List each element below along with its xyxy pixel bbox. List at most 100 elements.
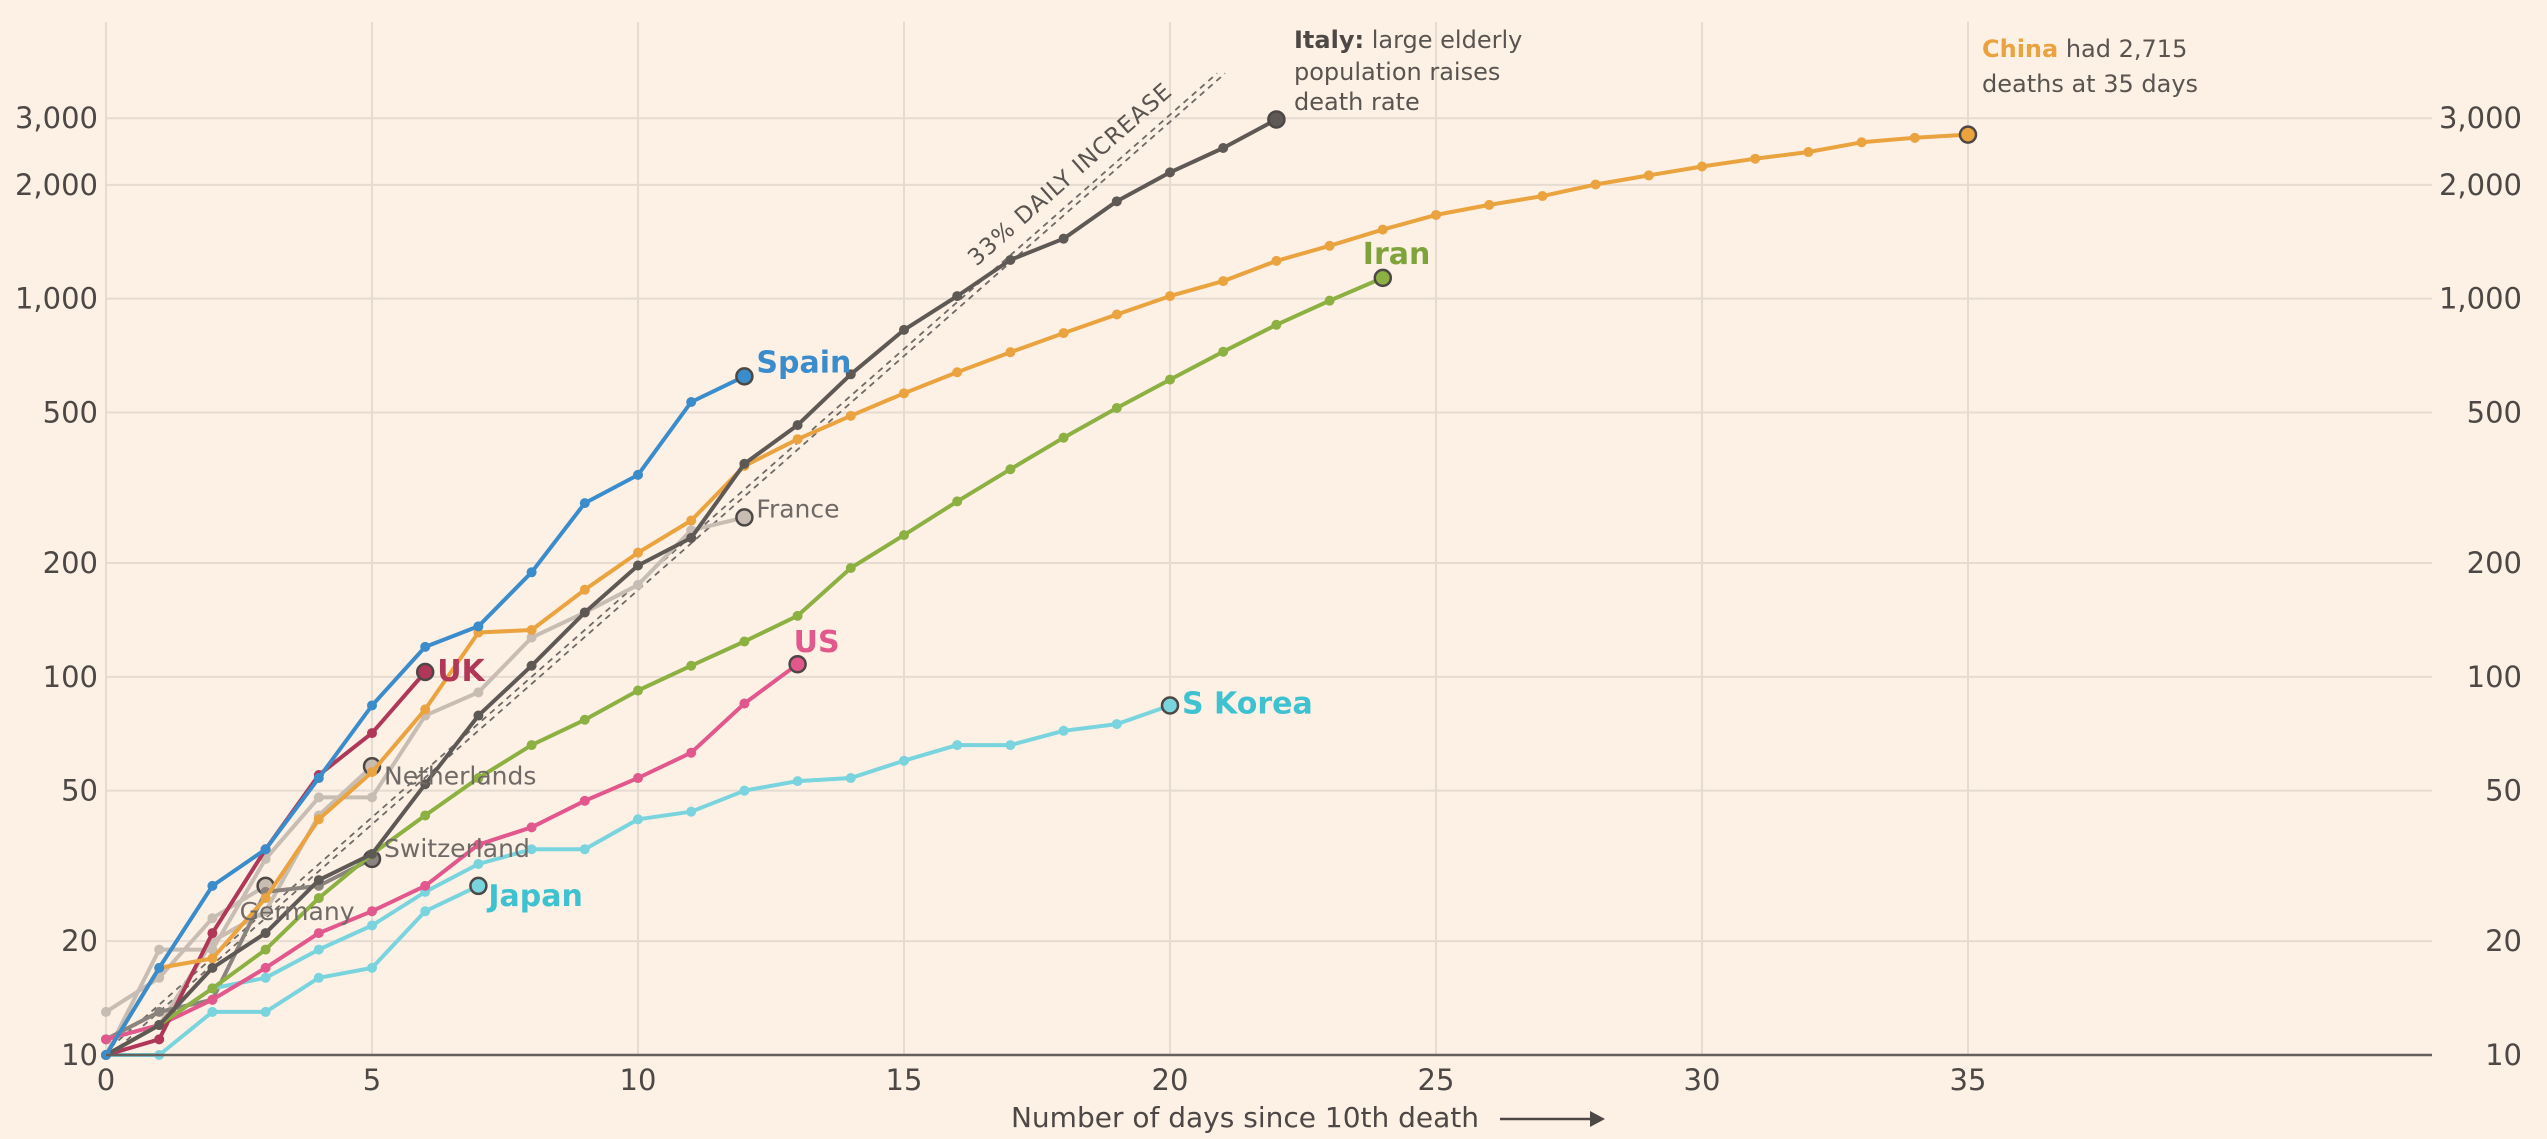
china-point [579,584,590,595]
china-point [792,434,803,445]
japan-point [469,876,488,896]
italy-annotation-line-1: large elderly [1364,26,1522,54]
spain-point [579,498,590,509]
spain-label: Spain [756,345,851,380]
us-point [686,747,697,758]
s-korea-point [367,920,377,931]
china-point [313,814,324,825]
us-point [473,839,484,850]
s-korea-point [686,806,697,817]
spain-point [526,567,537,578]
y-tick-right-50: 50 [2485,774,2522,808]
y-tick-right-3000: 3,000 [2439,101,2522,135]
x-tick-20: 20 [1152,1063,1189,1097]
y-tick-left-100: 100 [43,660,98,694]
y-tick-right-1000: 1,000 [2439,282,2522,316]
us-point [260,962,271,973]
us-point [420,880,431,891]
italy-point [579,607,590,618]
x-axis-label: Number of days since 10th death [1011,1101,1479,1134]
italy-point [1267,110,1286,129]
china-point [1484,199,1495,210]
y-tick-right-2000: 2,000 [2439,168,2522,202]
china-point [1431,209,1441,220]
china-point [899,388,909,399]
iran-point [633,685,643,696]
iran-point [792,610,803,621]
y-tick-left-200: 200 [43,546,98,580]
iran-point [952,496,963,507]
italy-annotation: Italy: large elderly population raises d… [1294,26,1522,116]
france-label: France [756,494,839,523]
us-label: US [794,625,840,660]
series-japan [101,876,488,1060]
iran-point [313,893,324,904]
china-point [952,367,963,378]
spain-point [633,469,643,480]
grid [105,22,2432,1055]
switzerland-label: Switzerland [384,834,530,863]
china-point [686,515,697,526]
iran-point [1058,432,1069,443]
china-point [207,953,218,964]
spain-point [367,700,377,711]
s-korea-label: S Korea [1182,686,1313,721]
italy-point [899,324,909,335]
us-point [579,795,590,806]
china-annotation-bold: China [1982,35,2058,63]
spain-point [207,880,218,891]
uk-point [415,662,435,682]
italy-point [1111,196,1122,207]
china-point [845,410,856,421]
s-korea-point [633,814,643,825]
china-point [260,893,271,904]
china-point [1165,291,1175,302]
iran-point [579,714,590,725]
japan-point [367,962,377,973]
s-korea-point [579,844,590,855]
s-korea-point [1005,740,1016,751]
y-tick-left-3000: 3,000 [15,101,98,135]
uk-point [207,928,218,939]
iran-point [420,810,431,821]
us-point [207,994,218,1005]
italy-point [633,560,643,571]
s-korea-point [739,785,750,796]
china-point [1590,179,1601,190]
china-point [1005,347,1016,358]
s-korea-point [526,844,537,855]
italy-point [1218,142,1229,153]
italy-point [1005,254,1016,265]
china-point [367,767,377,778]
japan-point [207,1006,218,1017]
iran-point [739,636,750,647]
s-korea-point [899,755,909,766]
iran-point [526,740,537,751]
iran-label: Iran [1363,237,1431,272]
svg-text:Italy: large elderly: Italy: large elderly [1294,26,1522,54]
china-point [1697,161,1707,172]
iran-point [1165,374,1175,385]
series-spain [101,367,754,1060]
iran-point [899,530,909,541]
china-point [420,704,431,715]
japan-line [106,884,480,1057]
s-korea-point [473,858,484,869]
italy-point [367,849,377,860]
reference-line-label: 33% DAILY INCREASE [963,78,1177,271]
switzerland-point [154,1006,165,1017]
x-tick-5: 5 [363,1063,381,1097]
series-s-korea [101,696,1180,1045]
y-tick-right-200: 200 [2467,546,2522,580]
s-korea-point [792,776,803,787]
china-point [1643,170,1654,181]
us-point [101,1034,111,1045]
us-point [367,906,377,917]
china-point [526,625,537,636]
s-korea-point [1111,719,1122,730]
us-point [633,773,643,784]
y-tick-left-10: 10 [61,1038,98,1072]
uk-point [367,728,377,739]
